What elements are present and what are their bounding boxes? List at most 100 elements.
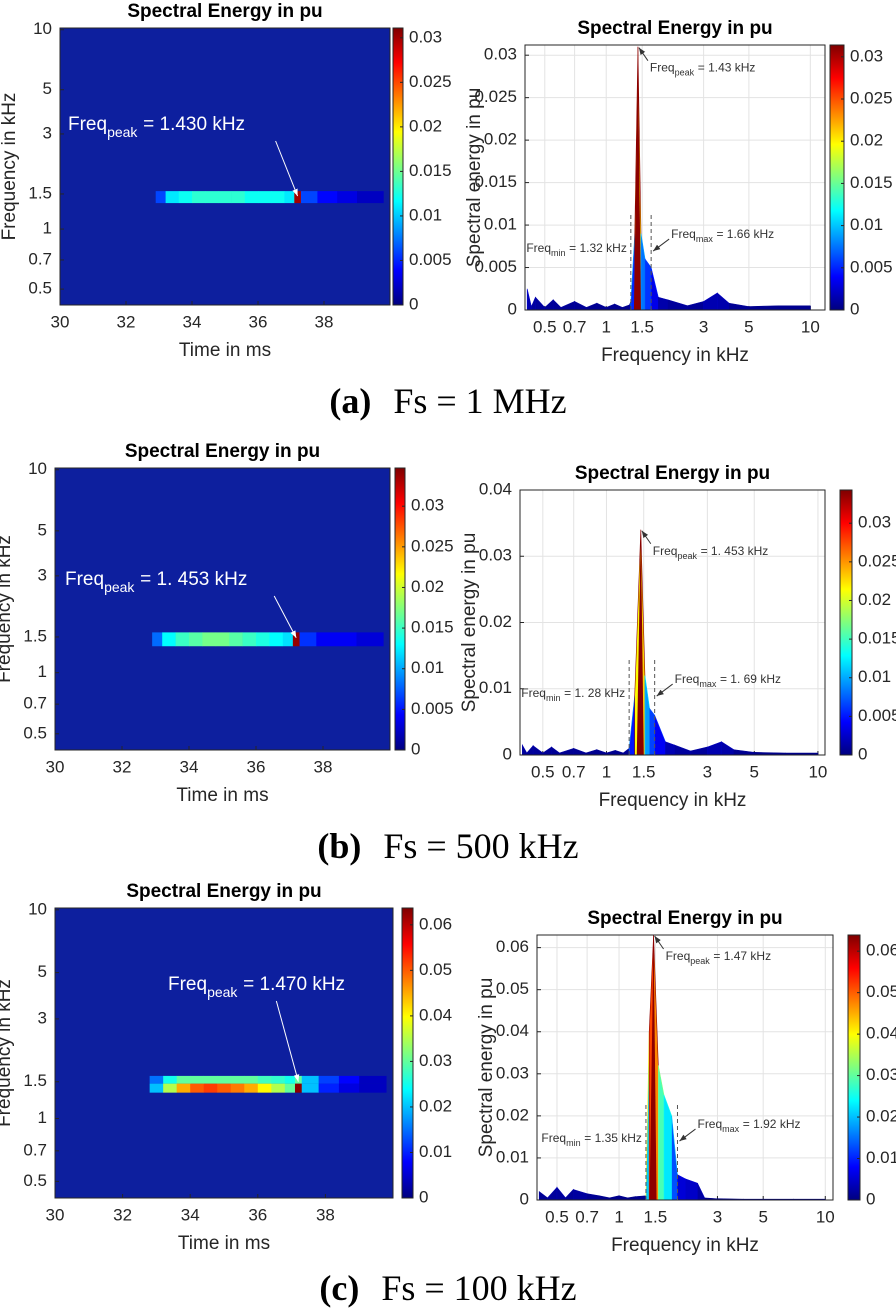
x-tick-label: 1 [614, 1207, 623, 1226]
x-tick-label: 38 [314, 757, 333, 776]
area-segment [733, 749, 755, 756]
x-axis-label: Time in ms [178, 1233, 270, 1254]
y-tick-label: 0 [520, 1189, 529, 1208]
area-segment [552, 299, 562, 311]
area-segment [640, 233, 646, 311]
caption-label: (a) [329, 381, 371, 421]
area-segment [667, 299, 688, 311]
colorbar-tick-label: 0.01 [866, 1148, 896, 1167]
annotation-sub: peak [207, 984, 238, 1000]
area-segment [677, 1174, 686, 1201]
heatmap-cell [282, 632, 294, 647]
heatmap-cell [300, 191, 318, 204]
colorbar-tick-label: 0.02 [858, 590, 891, 609]
annotation-sub: max [722, 1124, 740, 1134]
colorbar-tick-label: 0 [858, 744, 867, 763]
heatmap-cell [244, 1083, 259, 1093]
x-axis-label: Time in ms [179, 340, 271, 361]
annotation-arrow [641, 530, 652, 545]
x-tick-label: 1 [601, 317, 610, 336]
y-tick-label: 0.7 [23, 1140, 47, 1159]
y-tick-label: 0 [503, 744, 512, 763]
annotation: Freqmax = 1.66 kHz [671, 227, 774, 244]
caption-label: (b) [317, 826, 361, 866]
chart-title: Spectral Energy in pu [125, 441, 320, 462]
colorbar [829, 44, 845, 311]
plot-frame [54, 907, 394, 1199]
colorbar-tick-label: 0.015 [850, 173, 893, 192]
heatmap-cell [192, 191, 206, 204]
peak-spike [633, 46, 641, 310]
area-segment [586, 1193, 600, 1201]
heatmap-cell [217, 1083, 232, 1093]
colorbar-tick-label: 0.05 [866, 982, 896, 1001]
heatmap-cell [359, 1083, 387, 1093]
annotation: Freqpeak = 1. 453 kHz [65, 569, 247, 595]
colorbar-tick-label: 0.02 [409, 116, 442, 135]
annotation-label: = 1. 28 kHz [564, 686, 625, 700]
colorbar-tick-label: 0 [850, 299, 859, 318]
area-segment [538, 1190, 548, 1201]
colorbar-tick-label: 0.02 [850, 131, 883, 150]
area-segment [644, 258, 652, 311]
area-segment [526, 288, 532, 311]
area-segment [614, 749, 624, 756]
area-segment [614, 303, 623, 311]
heatmap-cell [338, 1075, 360, 1084]
area-segment [628, 695, 636, 756]
x-tick-label: 38 [315, 312, 334, 331]
peak-spike [649, 935, 657, 1200]
annotation-label: = 1. 453 kHz [701, 544, 769, 558]
plot-frame [54, 467, 391, 751]
y-axis-label: Frequency in kHz [0, 535, 15, 683]
heatmap-cell [257, 1083, 272, 1093]
heatmap-cell [357, 191, 384, 204]
area-segment [654, 715, 666, 756]
x-tick-label: 0.7 [563, 317, 587, 336]
heatmap-cell [271, 1083, 286, 1093]
y-tick-label: 0.04 [496, 1021, 529, 1040]
y-axis-label: Frequency in kHz [0, 93, 20, 241]
y-tick-label: 0.02 [479, 612, 512, 631]
y-tick-label: 0.7 [23, 694, 47, 713]
x-tick-label: 5 [758, 1207, 767, 1226]
colorbar-tick-label: 0 [419, 1187, 428, 1206]
annotation-sub: peak [675, 68, 695, 78]
x-tick-label: 0.7 [562, 762, 586, 781]
y-tick-label: 0.025 [474, 87, 517, 106]
y-tick-label: 0.005 [474, 257, 517, 276]
heatmap-cell [318, 1075, 340, 1084]
y-tick-label: 1 [43, 219, 52, 238]
colorbar-tick-label: 0.025 [409, 72, 452, 91]
x-tick-label: 5 [744, 317, 753, 336]
heatmap-cell [294, 191, 302, 204]
area-segment [674, 744, 691, 756]
y-tick-label: 0.7 [28, 249, 52, 268]
area-segment [627, 1196, 636, 1201]
x-tick-label: 5 [750, 762, 759, 781]
area-segment [622, 747, 630, 756]
annotation-arrow [654, 935, 664, 950]
chart-title: Spectral Energy in pu [126, 881, 321, 902]
x-tick-label: 32 [113, 1205, 132, 1224]
annotation-label: = 1.430 kHz [143, 114, 245, 135]
heatmap-cell [242, 632, 257, 647]
area-segment [690, 746, 708, 756]
annotation-name: Freq [521, 686, 546, 700]
annotation-sub: min [546, 693, 561, 703]
annotation-arrow [652, 238, 670, 252]
heatmap-cell [284, 191, 295, 204]
area-segment [556, 1186, 566, 1201]
colorbar-tick-label: 0 [411, 739, 420, 758]
heatmap-cell [337, 191, 358, 204]
annotation-sub: peak [690, 956, 710, 966]
heatmap-cell [229, 632, 243, 647]
area-segment [658, 1065, 665, 1201]
annotation-name: Freq [168, 974, 207, 995]
heatmap-cell [178, 191, 193, 204]
colorbar-tick-label: 0.02 [411, 577, 444, 596]
y-tick-label: 1.5 [28, 183, 52, 202]
colorbar-tick-label: 0.005 [858, 706, 896, 725]
colorbar-tick-label: 0.06 [419, 914, 452, 933]
